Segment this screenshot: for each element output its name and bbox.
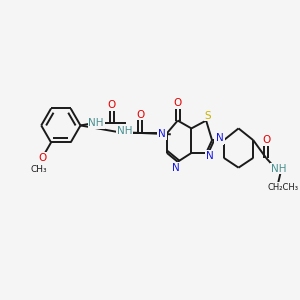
Text: N: N <box>215 134 223 144</box>
Text: O: O <box>174 98 182 108</box>
Text: CH₃: CH₃ <box>31 165 48 174</box>
Text: N: N <box>158 129 166 139</box>
Text: N: N <box>172 163 180 173</box>
Text: O: O <box>136 110 145 120</box>
Text: O: O <box>38 153 46 163</box>
Text: O: O <box>262 135 270 145</box>
Text: S: S <box>205 111 211 121</box>
Text: O: O <box>108 100 116 110</box>
Text: NH: NH <box>88 118 104 128</box>
Text: CH₂CH₃: CH₂CH₃ <box>267 183 298 192</box>
Text: NH: NH <box>271 164 286 174</box>
Text: N: N <box>216 133 224 143</box>
Text: N: N <box>206 151 214 161</box>
Text: NH: NH <box>117 126 132 136</box>
